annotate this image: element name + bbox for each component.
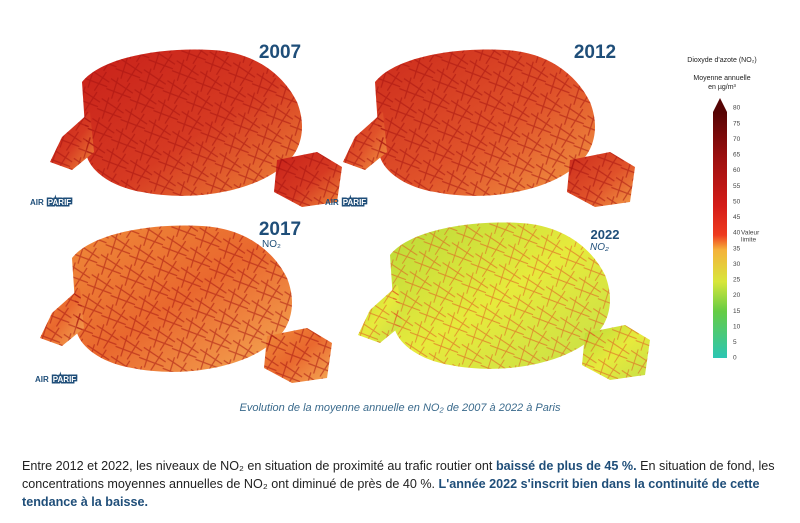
map-2017 (40, 225, 332, 383)
legend-tick-label: 80 (733, 105, 741, 112)
logo-text: AIR PARIF (325, 198, 366, 207)
year-label: 2022 (591, 227, 620, 242)
legend-tick-label: 40 (733, 230, 741, 237)
limit-label: limite (741, 237, 757, 244)
paragraph: Entre 2012 et 2022, les niveaux de NO₂ e… (22, 457, 787, 511)
caption: Evolution de la moyenne annuelle en NO₂ … (239, 402, 561, 414)
legend-tick-label: 0 (733, 355, 737, 362)
text: En situation de fond, les concentrations… (22, 459, 775, 491)
map-2007 (50, 49, 342, 208)
legend-tick-label: 70 (733, 136, 741, 143)
colorbar-arrow (713, 98, 727, 112)
bold-text: L'année 2022 s'inscrit bien dans la cont… (22, 477, 760, 509)
legend: Dioxyde d'azote (NO₂) Moyenne annuelle e… (687, 57, 760, 362)
legend-tick-label: 15 (733, 308, 741, 315)
legend-tick-label: 25 (733, 277, 741, 284)
bold-text: baissé de plus de 45 %. (495, 459, 637, 473)
legend-tick-label: 65 (733, 152, 741, 159)
pollutant-label: NO₂ (262, 239, 281, 250)
legend-subtitle: en µg/m³ (708, 84, 736, 91)
logo-text: AIR PARIF (35, 375, 76, 384)
colorbar (713, 112, 727, 358)
limit-label: Valeur (741, 230, 760, 237)
legend-subtitle: Moyenne annuelle (693, 75, 750, 82)
figure: 2007 2012 2017 NO₂ 2022 NO₂ AIR PARIF AIR… (30, 42, 760, 386)
legend-tick-label: 35 (733, 245, 741, 252)
legend-tick-label: 55 (733, 183, 741, 190)
legend-tick-label: 5 (733, 339, 737, 346)
legend-tick-label: 10 (733, 323, 741, 330)
text: Entre 2012 et 2022, les niveaux de NO₂ e… (22, 459, 496, 473)
legend-tick-label: 75 (733, 120, 741, 127)
legend-tick-label: 45 (733, 214, 741, 221)
legend-tick-label: 30 (733, 261, 741, 268)
logo-text: AIR PARIF (30, 198, 71, 207)
legend-tick-label: 60 (733, 167, 741, 174)
legend-tick-label: 50 (733, 198, 741, 205)
legend-title: Dioxyde d'azote (NO₂) (687, 57, 756, 64)
year-label: 2017 (259, 219, 301, 240)
year-label: 2012 (574, 42, 616, 63)
map-2012 (343, 49, 635, 208)
year-label: 2007 (259, 42, 301, 63)
legend-tick-label: 20 (733, 292, 741, 299)
pollutant-label: NO₂ (590, 242, 609, 253)
